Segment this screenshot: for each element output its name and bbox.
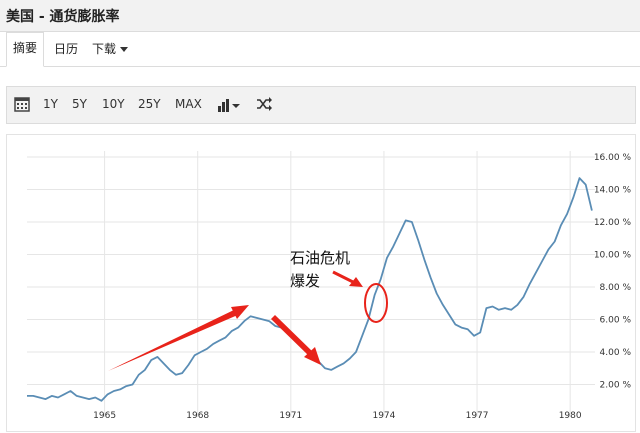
- tab-download[interactable]: 下载: [92, 40, 129, 57]
- bar-chart-icon[interactable]: [217, 98, 241, 115]
- x-tick-label: 1974: [372, 411, 395, 421]
- y-tick-label: 14.00 %: [594, 186, 632, 196]
- falling-trend-arrowhead: [304, 347, 321, 365]
- shuffle-icon[interactable]: [256, 97, 272, 114]
- tab-download-label: 下载: [92, 42, 117, 56]
- rising-trend-arrowhead: [231, 305, 249, 319]
- y-tick-label: 4.00 %: [600, 348, 632, 358]
- y-tick-label: 2.00 %: [600, 381, 632, 391]
- title-bar: 美国 - 通货膨胀率: [0, 0, 640, 32]
- chart-gridlines: [27, 151, 595, 417]
- chevron-down-icon: [120, 47, 129, 52]
- y-tick-label: 10.00 %: [594, 251, 632, 261]
- y-tick-label: 6.00 %: [600, 316, 632, 326]
- x-axis-ticks: 1965 1968 1971 1974 1977 1980: [93, 411, 582, 421]
- chart-toolbar: 1Y 5Y 10Y 25Y MAX: [6, 86, 636, 124]
- y-axis-ticks: 2.00 % 4.00 % 6.00 % 8.00 % 10.00 % 12.00 % 14…: [594, 153, 632, 391]
- page-title: 美国 - 通货膨胀率: [6, 9, 120, 25]
- annotation-pointer-arrowhead: [349, 277, 363, 287]
- y-tick-label: 12.00 %: [594, 218, 632, 228]
- falling-trend-arrow: [271, 315, 314, 357]
- annotation-label-line2: 爆发: [290, 272, 320, 290]
- tab-calendar[interactable]: 日历: [54, 42, 79, 56]
- chart-container: 2.00 % 4.00 % 6.00 % 8.00 % 10.00 % 12.00 % 14…: [6, 134, 636, 432]
- x-tick-label: 1971: [279, 411, 302, 421]
- oil-crisis-circle: [364, 283, 388, 323]
- range-max-button[interactable]: MAX: [175, 97, 202, 111]
- tab-summary[interactable]: 摘要: [6, 32, 45, 67]
- y-tick-label: 16.00 %: [594, 153, 632, 163]
- inflation-chart: 2.00 % 4.00 % 6.00 % 8.00 % 10.00 % 12.00 % 14…: [27, 151, 632, 421]
- chart-annotations: 石油危机 爆发: [108, 249, 388, 371]
- range-10y-button[interactable]: 10Y: [102, 97, 125, 111]
- x-tick-label: 1968: [186, 411, 209, 421]
- range-1y-button[interactable]: 1Y: [43, 97, 58, 111]
- x-tick-label: 1980: [559, 411, 582, 421]
- x-tick-label: 1965: [93, 411, 116, 421]
- calendar-icon[interactable]: [14, 96, 30, 115]
- x-tick-label: 1977: [466, 411, 489, 421]
- tab-bar: 摘要 日历 下载: [0, 32, 640, 67]
- y-tick-label: 8.00 %: [600, 283, 632, 293]
- range-25y-button[interactable]: 25Y: [138, 97, 161, 111]
- rising-trend-arrow: [108, 308, 240, 371]
- range-5y-button[interactable]: 5Y: [72, 97, 87, 111]
- annotation-label-line1: 石油危机: [290, 249, 350, 267]
